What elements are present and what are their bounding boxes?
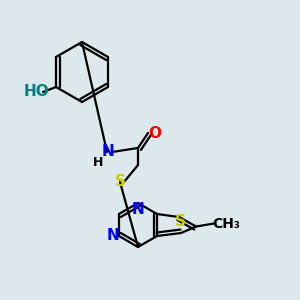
Text: S: S (115, 175, 125, 190)
Text: N: N (106, 229, 119, 244)
Text: CH₃: CH₃ (212, 217, 240, 230)
Text: S: S (175, 214, 186, 229)
Text: O: O (148, 125, 161, 140)
Text: N: N (102, 145, 114, 160)
Text: H: H (93, 155, 103, 169)
Text: HO: HO (23, 85, 49, 100)
Text: N: N (132, 202, 144, 217)
